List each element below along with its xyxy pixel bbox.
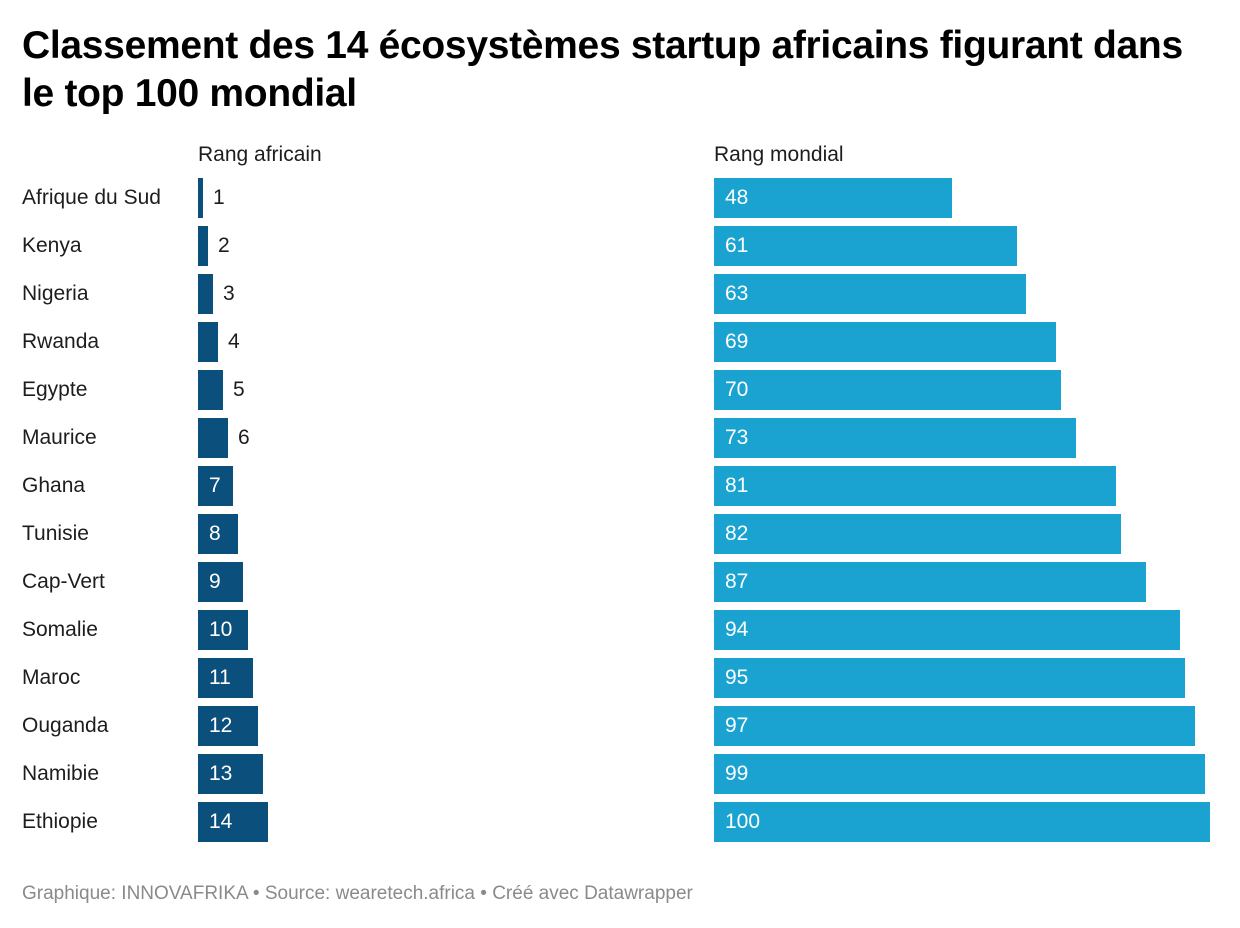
world-rank-value: 69 [725, 330, 749, 353]
world-rank-bar [714, 274, 1026, 314]
world-rank-bar [714, 706, 1195, 746]
world-rank-bar [714, 610, 1180, 650]
chart-row: Tunisie 8 82 [0, 514, 1240, 554]
category-label: Maroc [22, 666, 81, 689]
world-rank-bar [714, 226, 1017, 266]
category-label: Maurice [22, 426, 97, 449]
chart-row: Maroc 11 95 [0, 658, 1240, 698]
world-rank-value: 94 [725, 618, 749, 641]
category-label: Ghana [22, 474, 86, 497]
world-rank-value: 61 [725, 234, 749, 257]
category-label: Namibie [22, 762, 100, 785]
world-rank-bar [714, 802, 1210, 842]
african-rank-value: 13 [209, 762, 233, 785]
category-label: Egypte [22, 378, 88, 401]
chart-row: Nigeria 3 63 [0, 274, 1240, 314]
world-rank-value: 100 [725, 810, 761, 833]
world-rank-bar [714, 754, 1205, 794]
category-label: Afrique du Sud [22, 186, 161, 209]
african-rank-bar [198, 226, 208, 266]
african-rank-value: 8 [209, 522, 221, 545]
world-rank-bar [714, 466, 1116, 506]
african-rank-value: 6 [238, 426, 250, 449]
world-rank-value: 63 [725, 282, 749, 305]
world-rank-bar [714, 562, 1146, 602]
chart-row: Maurice 6 73 [0, 418, 1240, 458]
column-header-african-rank: Rang africain [198, 143, 322, 166]
african-rank-value: 3 [223, 282, 235, 305]
chart-footer: Graphique: INNOVAFRIKA • Source: wearete… [22, 883, 693, 904]
chart-row: Somalie 10 94 [0, 610, 1240, 650]
chart-row: Cap-Vert 9 87 [0, 562, 1240, 602]
african-rank-bar [198, 466, 233, 506]
african-rank-bar [198, 658, 253, 698]
african-rank-bar [198, 178, 203, 218]
world-rank-bar [714, 514, 1121, 554]
african-rank-bar [198, 322, 218, 362]
african-rank-bar [198, 274, 213, 314]
african-rank-bar [198, 418, 228, 458]
african-rank-value: 11 [209, 666, 231, 689]
african-rank-bar [198, 370, 223, 410]
african-rank-bar [198, 514, 238, 554]
world-rank-value: 48 [725, 186, 749, 209]
world-rank-bar [714, 370, 1061, 410]
chart-row: Ouganda 12 97 [0, 706, 1240, 746]
chart-row: Egypte 5 70 [0, 370, 1240, 410]
african-rank-bar [198, 802, 268, 842]
african-rank-value: 12 [209, 714, 233, 737]
category-label: Kenya [22, 234, 82, 257]
world-rank-value: 99 [725, 762, 749, 785]
world-rank-bar [714, 178, 952, 218]
chart-row: Ethiopie 14 100 [0, 802, 1240, 842]
african-rank-value: 9 [209, 570, 221, 593]
category-label: Cap-Vert [22, 570, 105, 593]
african-rank-value: 5 [233, 378, 245, 401]
african-rank-value: 14 [209, 810, 233, 833]
world-rank-value: 87 [725, 570, 749, 593]
world-rank-value: 82 [725, 522, 749, 545]
world-rank-value: 81 [725, 474, 749, 497]
african-rank-value: 10 [209, 618, 233, 641]
chart-row: Ghana 7 81 [0, 466, 1240, 506]
category-label: Somalie [22, 618, 98, 641]
chart-row: Kenya 2 61 [0, 226, 1240, 266]
world-rank-bar [714, 658, 1185, 698]
world-rank-bar [714, 322, 1056, 362]
african-rank-bar [198, 754, 263, 794]
category-label: Nigeria [22, 282, 89, 305]
world-rank-value: 97 [725, 714, 749, 737]
chart-row: Namibie 13 99 [0, 754, 1240, 794]
african-rank-bar [198, 610, 248, 650]
column-header-world-rank: Rang mondial [714, 143, 844, 166]
world-rank-bar [714, 418, 1076, 458]
african-rank-value: 1 [213, 186, 225, 209]
category-label: Ouganda [22, 714, 109, 737]
category-label: Ethiopie [22, 810, 98, 833]
african-rank-bar [198, 562, 243, 602]
chart-row: Rwanda 4 69 [0, 322, 1240, 362]
world-rank-value: 95 [725, 666, 749, 689]
category-label: Tunisie [22, 522, 89, 545]
african-rank-value: 2 [218, 234, 230, 257]
chart-title: Classement des 14 écosystèmes startup af… [22, 24, 1183, 115]
african-rank-bar [198, 706, 258, 746]
world-rank-value: 70 [725, 378, 749, 401]
world-rank-value: 73 [725, 426, 749, 449]
chart-row: Afrique du Sud 1 48 [0, 178, 1240, 218]
african-rank-value: 4 [228, 330, 240, 353]
category-label: Rwanda [22, 330, 100, 353]
african-rank-value: 7 [209, 474, 221, 497]
